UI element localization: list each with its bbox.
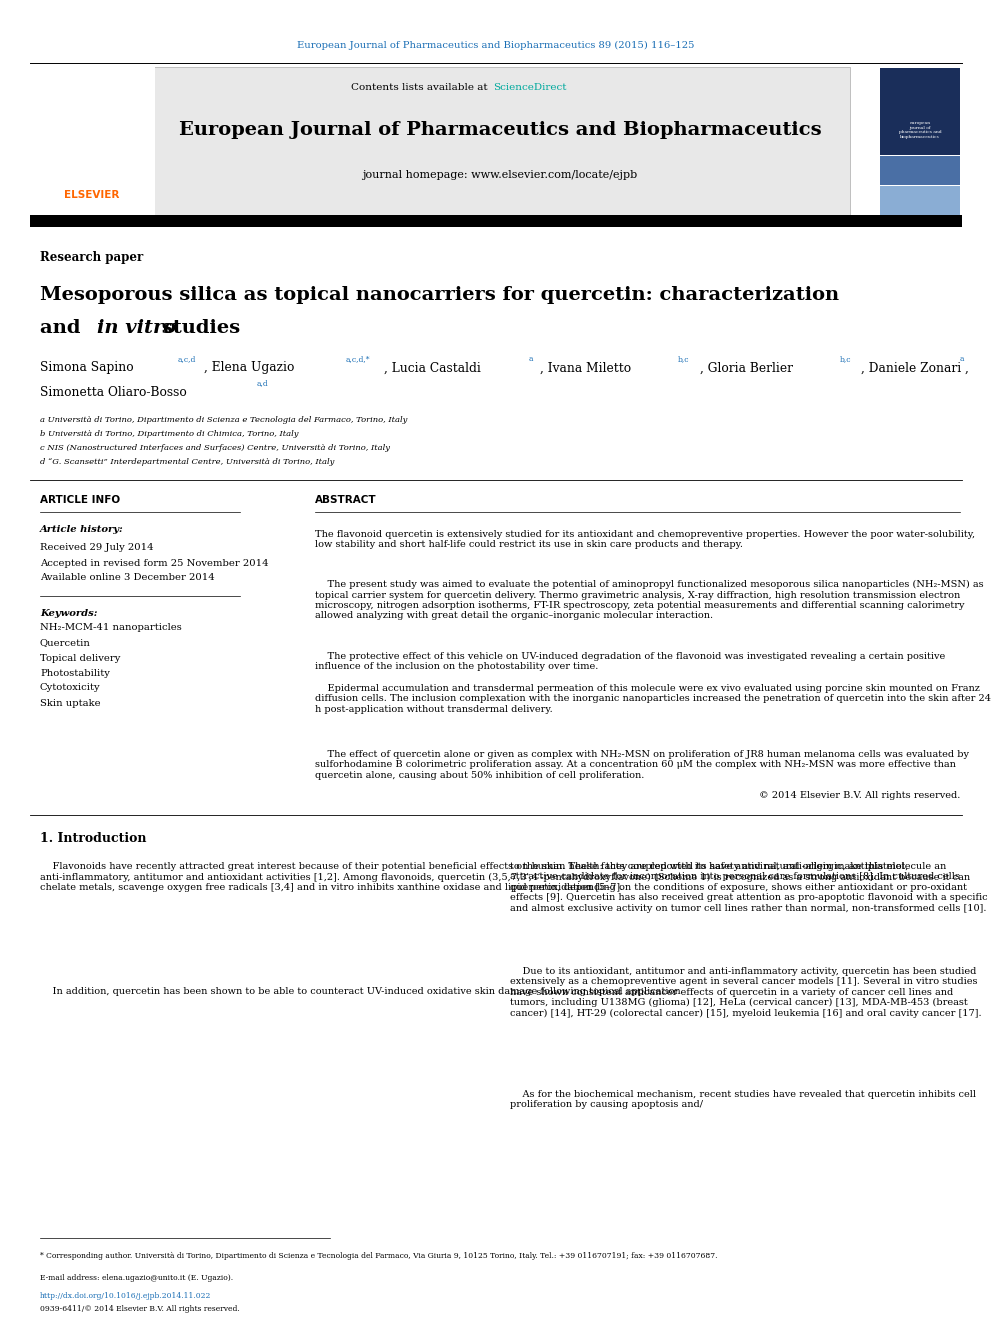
Text: ScienceDirect: ScienceDirect bbox=[493, 83, 566, 93]
Text: to the skin. These facts coupled with its safety and natural origin make this mo: to the skin. These facts coupled with it… bbox=[510, 863, 988, 913]
Text: , Gloria Berlier: , Gloria Berlier bbox=[700, 361, 793, 374]
Text: Epidermal accumulation and transdermal permeation of this molecule were ex vivo : Epidermal accumulation and transdermal p… bbox=[314, 684, 991, 714]
Text: The effect of quercetin alone or given as complex with NH₂-MSN on proliferation : The effect of quercetin alone or given a… bbox=[314, 750, 968, 779]
Text: b Università di Torino, Dipartimento di Chimica, Torino, Italy: b Università di Torino, Dipartimento di … bbox=[40, 430, 299, 438]
Text: journal homepage: www.elsevier.com/locate/ejpb: journal homepage: www.elsevier.com/locat… bbox=[362, 169, 638, 180]
Text: Skin uptake: Skin uptake bbox=[40, 699, 100, 708]
Text: * Corresponding author. Università di Torino, Dipartimento di Scienza e Tecnolog: * Corresponding author. Università di To… bbox=[40, 1252, 717, 1259]
Text: a,c,d,*: a,c,d,* bbox=[346, 355, 370, 363]
Text: Available online 3 December 2014: Available online 3 December 2014 bbox=[40, 573, 214, 582]
Text: b,c: b,c bbox=[678, 355, 689, 363]
Text: In addition, quercetin has been shown to be able to counteract UV-induced oxidat: In addition, quercetin has been shown to… bbox=[40, 987, 681, 996]
Text: a,d: a,d bbox=[257, 378, 269, 386]
Text: european
journal of
pharmaceutics and
biopharmaceutics: european journal of pharmaceutics and bi… bbox=[899, 122, 941, 139]
Text: E-mail address: elena.ugazio@unito.it (E. Ugazio).: E-mail address: elena.ugazio@unito.it (E… bbox=[40, 1274, 233, 1282]
Text: Topical delivery: Topical delivery bbox=[40, 654, 120, 663]
Text: ARTICLE INFO: ARTICLE INFO bbox=[40, 495, 120, 505]
Text: Contents lists available at: Contents lists available at bbox=[351, 83, 491, 93]
Text: in vitro: in vitro bbox=[97, 319, 177, 337]
Text: European Journal of Pharmaceutics and Biopharmaceutics 89 (2015) 116–125: European Journal of Pharmaceutics and Bi… bbox=[298, 41, 694, 49]
Text: a: a bbox=[960, 355, 964, 363]
Text: The present study was aimed to evaluate the potential of aminopropyl functionali: The present study was aimed to evaluate … bbox=[314, 579, 983, 620]
Text: , Daniele Zonari: , Daniele Zonari bbox=[861, 361, 961, 374]
Text: b,c: b,c bbox=[840, 355, 851, 363]
Text: © 2014 Elsevier B.V. All rights reserved.: © 2014 Elsevier B.V. All rights reserved… bbox=[759, 791, 960, 800]
Text: Research paper: Research paper bbox=[40, 251, 143, 265]
Text: Due to its antioxidant, antitumor and anti-inflammatory activity, quercetin has : Due to its antioxidant, antitumor and an… bbox=[510, 967, 982, 1017]
Text: , Lucia Castaldi: , Lucia Castaldi bbox=[384, 361, 481, 374]
Text: a: a bbox=[529, 355, 534, 363]
Text: Accepted in revised form 25 November 2014: Accepted in revised form 25 November 201… bbox=[40, 558, 269, 568]
Text: and: and bbox=[40, 319, 87, 337]
Text: ABSTRACT: ABSTRACT bbox=[314, 495, 376, 505]
Text: Received 29 July 2014: Received 29 July 2014 bbox=[40, 544, 154, 553]
Text: European Journal of Pharmaceutics and Biopharmaceutics: European Journal of Pharmaceutics and Bi… bbox=[179, 120, 821, 139]
FancyBboxPatch shape bbox=[30, 67, 850, 216]
FancyBboxPatch shape bbox=[30, 67, 155, 216]
Text: ELSEVIER: ELSEVIER bbox=[64, 191, 120, 200]
Text: Cytotoxicity: Cytotoxicity bbox=[40, 684, 100, 692]
Text: Keywords:: Keywords: bbox=[40, 609, 97, 618]
Text: studies: studies bbox=[155, 319, 240, 337]
Text: The protective effect of this vehicle on UV-induced degradation of the flavonoid: The protective effect of this vehicle on… bbox=[314, 652, 945, 671]
Text: The flavonoid quercetin is extensively studied for its antioxidant and chemoprev: The flavonoid quercetin is extensively s… bbox=[314, 531, 975, 549]
Text: Photostability: Photostability bbox=[40, 668, 110, 677]
Text: Article history:: Article history: bbox=[40, 525, 124, 534]
FancyBboxPatch shape bbox=[880, 156, 960, 185]
Text: Flavonoids have recently attracted great interest because of their potential ben: Flavonoids have recently attracted great… bbox=[40, 863, 970, 892]
Text: http://dx.doi.org/10.1016/j.ejpb.2014.11.022: http://dx.doi.org/10.1016/j.ejpb.2014.11… bbox=[40, 1293, 211, 1301]
Text: 0939-6411/© 2014 Elsevier B.V. All rights reserved.: 0939-6411/© 2014 Elsevier B.V. All right… bbox=[40, 1304, 240, 1312]
Text: Simonetta Oliaro-Bosso: Simonetta Oliaro-Bosso bbox=[40, 385, 186, 398]
Text: c NIS (Nanostructured Interfaces and Surfaces) Centre, Università di Torino, Ita: c NIS (Nanostructured Interfaces and Sur… bbox=[40, 445, 390, 452]
Text: 1. Introduction: 1. Introduction bbox=[40, 831, 147, 844]
Text: a Università di Torino, Dipartimento di Scienza e Tecnologia del Farmaco, Torino: a Università di Torino, Dipartimento di … bbox=[40, 415, 408, 423]
Text: NH₂-MCM-41 nanoparticles: NH₂-MCM-41 nanoparticles bbox=[40, 623, 182, 632]
Text: As for the biochemical mechanism, recent studies have revealed that quercetin in: As for the biochemical mechanism, recent… bbox=[510, 1090, 976, 1110]
Text: d “G. Scansetti” Interdepartmental Centre, Università di Torino, Italy: d “G. Scansetti” Interdepartmental Centr… bbox=[40, 458, 334, 466]
Text: a,c,d: a,c,d bbox=[178, 355, 196, 363]
FancyBboxPatch shape bbox=[880, 67, 960, 155]
Text: , Elena Ugazio: , Elena Ugazio bbox=[204, 361, 295, 374]
Text: ,: , bbox=[965, 361, 969, 374]
Text: Mesoporous silica as topical nanocarriers for quercetin: characterization: Mesoporous silica as topical nanocarrier… bbox=[40, 286, 839, 304]
Text: Simona Sapino: Simona Sapino bbox=[40, 361, 134, 374]
FancyBboxPatch shape bbox=[880, 187, 960, 216]
Text: Quercetin: Quercetin bbox=[40, 639, 91, 647]
FancyBboxPatch shape bbox=[30, 216, 962, 228]
Text: , Ivana Miletto: , Ivana Miletto bbox=[540, 361, 631, 374]
